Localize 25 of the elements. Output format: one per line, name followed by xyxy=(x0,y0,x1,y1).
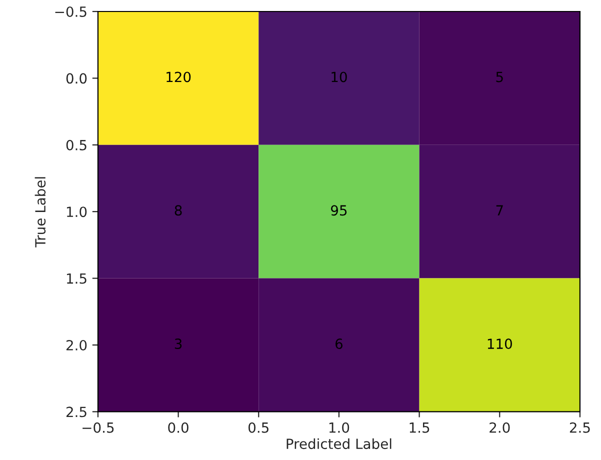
data-label: 110 xyxy=(488,338,512,350)
y-tick-label: 1.0 xyxy=(66,206,87,218)
x-axis-title: Predicted Label xyxy=(286,438,392,450)
y-tick-label: 2.5 xyxy=(66,406,86,418)
x-tick-label: 0.0 xyxy=(168,422,188,433)
y-tick-label: 2.0 xyxy=(66,340,87,350)
data-label: 6 xyxy=(336,338,343,350)
data-label: 5 xyxy=(496,72,503,82)
data-label: 120 xyxy=(166,72,191,82)
x-tick-label: 2.0 xyxy=(490,422,510,433)
x-tick-label: 0.5 xyxy=(248,422,268,433)
y-tick-label: 0.5 xyxy=(66,140,86,150)
x-tick-label: 1.0 xyxy=(329,422,350,433)
y-axis-title: True Label xyxy=(34,177,46,248)
data-label: 3 xyxy=(174,338,182,350)
y-tick-label: 0.0 xyxy=(66,73,87,84)
x-tick-label: 2.5 xyxy=(570,422,590,433)
y-tick-label: −0.5 xyxy=(55,6,86,17)
data-label: 95 xyxy=(331,205,347,216)
data-label: 10 xyxy=(332,72,347,82)
y-tick-label: 1.5 xyxy=(66,273,86,284)
data-label: 7 xyxy=(496,205,503,216)
data-label: 8 xyxy=(174,205,182,216)
x-tick-label: 1.5 xyxy=(410,422,430,433)
x-tick-label: −0.5 xyxy=(82,422,114,433)
